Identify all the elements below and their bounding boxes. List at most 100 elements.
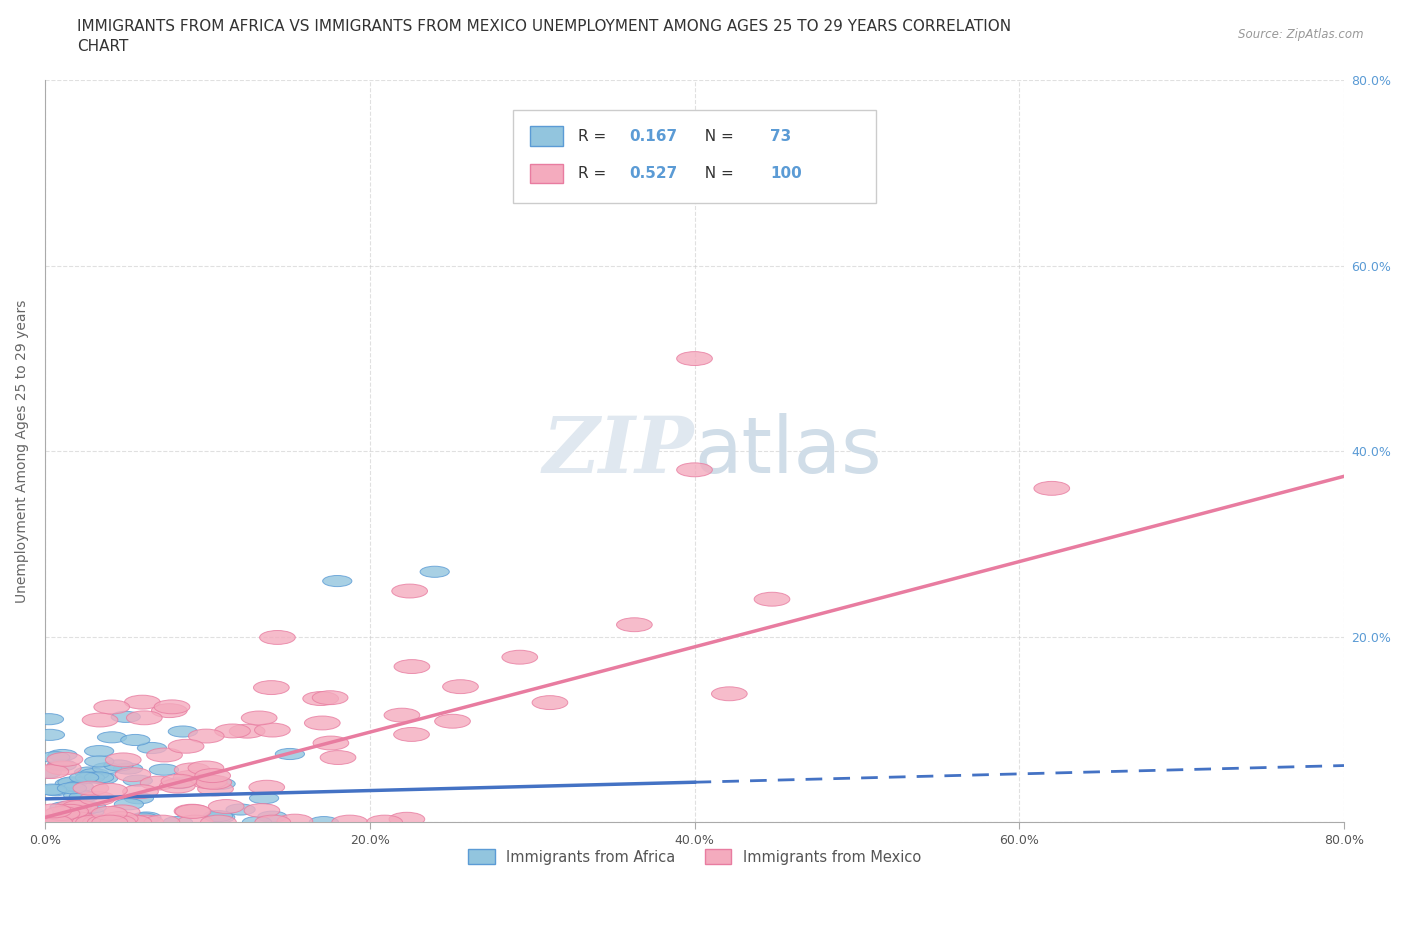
Ellipse shape [174, 763, 209, 777]
Ellipse shape [58, 777, 87, 788]
Text: CHART: CHART [77, 39, 129, 54]
Text: R =: R = [578, 166, 610, 180]
Ellipse shape [82, 713, 118, 727]
Ellipse shape [132, 812, 162, 823]
Ellipse shape [77, 802, 107, 813]
Ellipse shape [96, 817, 125, 828]
Ellipse shape [129, 813, 159, 824]
Ellipse shape [434, 714, 471, 728]
Ellipse shape [169, 739, 204, 753]
Ellipse shape [69, 790, 98, 802]
Ellipse shape [53, 817, 83, 828]
Ellipse shape [242, 711, 277, 724]
FancyBboxPatch shape [530, 164, 564, 183]
Ellipse shape [41, 785, 70, 796]
Ellipse shape [616, 618, 652, 631]
Ellipse shape [37, 815, 72, 829]
Ellipse shape [77, 817, 107, 828]
Ellipse shape [195, 769, 231, 782]
Ellipse shape [31, 817, 59, 828]
Ellipse shape [45, 815, 80, 829]
Ellipse shape [76, 817, 105, 828]
Ellipse shape [115, 767, 150, 781]
Ellipse shape [1033, 482, 1070, 496]
Text: 100: 100 [770, 166, 801, 180]
Text: ZIP: ZIP [543, 413, 695, 489]
Ellipse shape [63, 790, 93, 801]
Ellipse shape [62, 812, 91, 823]
Ellipse shape [87, 817, 117, 828]
Legend: Immigrants from Africa, Immigrants from Mexico: Immigrants from Africa, Immigrants from … [463, 844, 927, 870]
Ellipse shape [80, 791, 115, 805]
Ellipse shape [128, 815, 163, 829]
Ellipse shape [91, 815, 128, 829]
Ellipse shape [49, 817, 79, 828]
Ellipse shape [108, 817, 138, 828]
Ellipse shape [138, 742, 166, 753]
Ellipse shape [249, 780, 284, 794]
Ellipse shape [394, 727, 429, 741]
Ellipse shape [117, 815, 153, 829]
Ellipse shape [332, 815, 367, 829]
Ellipse shape [104, 805, 141, 818]
Ellipse shape [48, 750, 77, 761]
Ellipse shape [159, 779, 195, 793]
Ellipse shape [111, 711, 141, 723]
Ellipse shape [87, 815, 124, 829]
Ellipse shape [62, 801, 97, 815]
Ellipse shape [84, 746, 114, 757]
Ellipse shape [254, 724, 290, 737]
Ellipse shape [87, 815, 122, 829]
Ellipse shape [32, 767, 62, 778]
Text: 0.167: 0.167 [630, 128, 678, 143]
Ellipse shape [44, 806, 80, 820]
Ellipse shape [277, 814, 312, 828]
Ellipse shape [32, 764, 69, 778]
Ellipse shape [191, 775, 228, 789]
Ellipse shape [121, 735, 150, 746]
Ellipse shape [676, 352, 713, 365]
Ellipse shape [122, 785, 159, 799]
Ellipse shape [309, 817, 339, 828]
Ellipse shape [91, 806, 127, 820]
Ellipse shape [502, 650, 537, 664]
Ellipse shape [98, 815, 134, 829]
Ellipse shape [35, 729, 65, 740]
Ellipse shape [91, 783, 128, 797]
Ellipse shape [173, 770, 209, 784]
Ellipse shape [53, 807, 89, 821]
Ellipse shape [84, 772, 114, 783]
Ellipse shape [229, 724, 264, 738]
Ellipse shape [143, 815, 180, 829]
Ellipse shape [48, 760, 76, 771]
Ellipse shape [165, 777, 194, 789]
Ellipse shape [100, 815, 135, 829]
Ellipse shape [103, 812, 138, 826]
Ellipse shape [70, 815, 105, 829]
Ellipse shape [420, 566, 450, 578]
Ellipse shape [89, 773, 118, 784]
Ellipse shape [127, 711, 162, 724]
Ellipse shape [72, 815, 108, 829]
Ellipse shape [152, 704, 187, 718]
Ellipse shape [94, 700, 129, 714]
Y-axis label: Unemployment Among Ages 25 to 29 years: Unemployment Among Ages 25 to 29 years [15, 299, 30, 603]
Ellipse shape [69, 772, 98, 783]
FancyBboxPatch shape [530, 126, 564, 146]
Ellipse shape [118, 817, 146, 828]
Ellipse shape [65, 817, 94, 828]
Ellipse shape [276, 749, 305, 760]
Ellipse shape [146, 748, 183, 762]
Ellipse shape [58, 817, 87, 828]
Text: Source: ZipAtlas.com: Source: ZipAtlas.com [1239, 28, 1364, 41]
Ellipse shape [141, 777, 176, 790]
Ellipse shape [75, 767, 104, 778]
Ellipse shape [201, 815, 236, 829]
Ellipse shape [105, 753, 141, 767]
Ellipse shape [93, 763, 122, 774]
Ellipse shape [392, 584, 427, 598]
Ellipse shape [45, 761, 82, 775]
Ellipse shape [254, 815, 291, 829]
Ellipse shape [82, 817, 111, 828]
Ellipse shape [58, 783, 87, 794]
